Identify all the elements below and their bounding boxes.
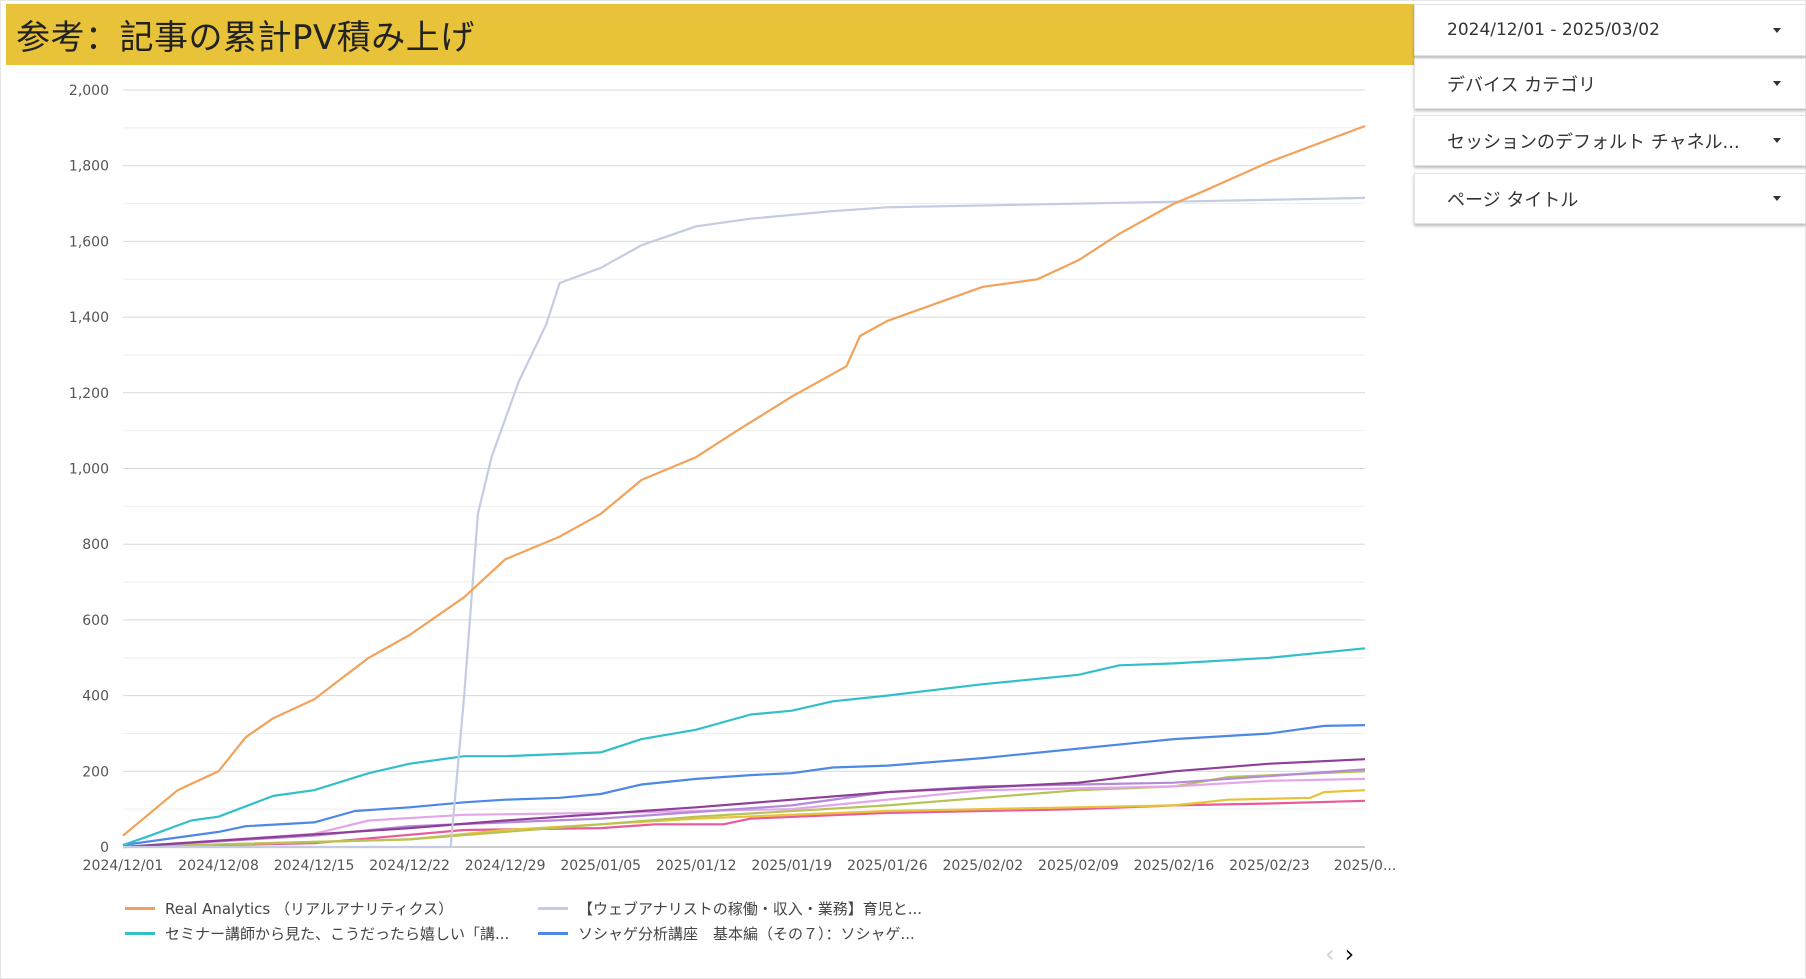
cumulative-pv-line-chart: 0 200 400 600 800 1,000 1,200 1,400 1,600 1,800 2,… (69, 83, 1397, 874)
y-tick-label: 600 (82, 613, 109, 629)
legend-item[interactable]: ソシャゲ分析講座 基本編（その７）：ソシャゲ... (538, 923, 915, 944)
dropdown-caret-icon (1773, 196, 1781, 201)
page-title-filter[interactable]: ページ タイトル (1414, 173, 1806, 224)
x-tick-label: 2025/02/16 (1134, 858, 1215, 874)
dropdown-caret-icon (1773, 27, 1781, 33)
channel-group-label: セッションのデフォルト チャネル... (1447, 131, 1740, 153)
x-axis: 2024/12/01 2024/12/08 2024/12/15 2024/12/22… (83, 858, 1397, 874)
chart-gridlines (123, 89, 1365, 848)
legend-swatch (538, 932, 568, 935)
x-tick-label: 2024/12/29 (465, 858, 546, 874)
x-tick-label: 2025/01/05 (560, 858, 641, 874)
series-line (122, 758, 1366, 849)
y-tick-label: 800 (82, 537, 109, 553)
series-line (122, 789, 1366, 849)
y-tick-label: 0 (100, 840, 109, 856)
y-tick-label: 1,600 (69, 234, 109, 250)
series-line (122, 124, 1366, 837)
x-tick-label: 2025/01/12 (656, 858, 737, 874)
x-tick-label: 2024/12/22 (369, 858, 450, 874)
legend-pagination: ‹ › (1325, 942, 1354, 966)
legend-swatch (125, 932, 155, 935)
y-tick-label: 400 (82, 689, 109, 705)
page-title-filter-label: ページ タイトル (1447, 189, 1579, 211)
legend-swatch (125, 907, 155, 910)
legend-label: ソシャゲ分析講座 基本編（その７）：ソシャゲ... (578, 925, 915, 943)
y-tick-label: 1,200 (69, 386, 109, 402)
series-line (122, 647, 1366, 847)
series-line (122, 724, 1366, 847)
y-tick-label: 2,000 (69, 83, 109, 99)
series-line (122, 799, 1366, 849)
legend-label: 【ウェブアナリストの稼働・収入・業務】育児と... (578, 900, 923, 918)
x-tick-label: 2024/12/08 (178, 858, 259, 874)
x-tick-label: 2025/01/26 (847, 858, 928, 874)
dropdown-caret-icon (1773, 138, 1781, 143)
y-tick-label: 200 (82, 764, 109, 780)
y-tick-label: 1,800 (69, 159, 109, 175)
x-tick-label: 2025/01/19 (751, 858, 832, 874)
date-range-label: 2024/12/01 - 2025/03/02 (1447, 20, 1660, 40)
x-tick-label: 2025/02/09 (1038, 858, 1119, 874)
series-line (123, 196, 1366, 849)
page-title: 参考：記事の累計PV積み上げ (16, 18, 475, 58)
legend-swatch (538, 907, 568, 910)
x-tick-label: 2024/12/15 (274, 858, 355, 874)
x-tick-label: 2025/02/02 (942, 858, 1023, 874)
chart-legend: Real Analytics （リアルアナリティクス） 【ウェブアナリストの稼働… (125, 898, 975, 948)
x-tick-label: 2024/12/01 (83, 858, 164, 874)
x-tick-label: 2025/0... (1334, 858, 1397, 874)
legend-item[interactable]: 【ウェブアナリストの稼働・収入・業務】育児と... (538, 898, 922, 919)
legend-label: セミナー講師から見た、こうだったら嬉しい「講... (165, 925, 510, 943)
channel-group-filter[interactable]: セッションのデフォルト チャネル... (1414, 115, 1806, 166)
dropdown-caret-icon (1773, 81, 1781, 86)
device-category-filter[interactable]: デバイス カテゴリ (1414, 58, 1806, 109)
date-range-selector[interactable]: 2024/12/01 - 2025/03/02 (1414, 4, 1806, 56)
legend-label: Real Analytics （リアルアナリティクス） (165, 900, 454, 918)
y-tick-label: 1,400 (69, 310, 109, 326)
chart-series (122, 124, 1366, 849)
chevron-left-icon[interactable]: ‹ (1325, 940, 1335, 968)
legend-item[interactable]: セミナー講師から見た、こうだったら嬉しい「講... (125, 923, 509, 944)
chevron-right-icon[interactable]: › (1344, 940, 1355, 968)
x-tick-label: 2025/02/23 (1229, 858, 1310, 874)
legend-item[interactable]: Real Analytics （リアルアナリティクス） (125, 898, 453, 919)
page-header: 参考：記事の累計PV積み上げ (6, 4, 1415, 65)
y-axis: 0 200 400 600 800 1,000 1,200 1,400 1,600 1,800 2,… (69, 83, 109, 856)
device-category-label: デバイス カテゴリ (1447, 74, 1597, 96)
y-tick-label: 1,000 (69, 462, 109, 478)
